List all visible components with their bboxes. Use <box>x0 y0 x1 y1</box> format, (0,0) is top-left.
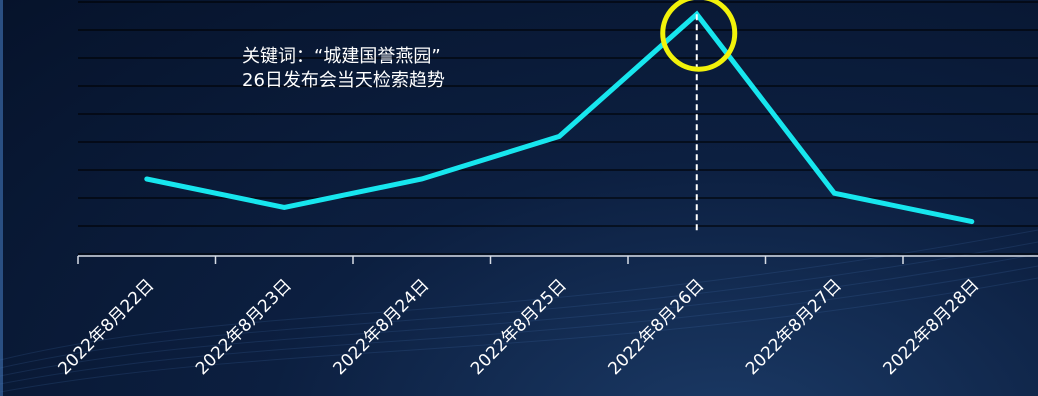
x-tick-label: 2022年8月28日 <box>880 275 984 379</box>
left-edge-bar <box>0 0 3 396</box>
chart-annotation: 关键词：“城建国誉燕园” 26日发布会当天检索趋势 <box>242 45 445 93</box>
x-tick-label: 2022年8月23日 <box>192 275 296 379</box>
series-line <box>144 10 975 225</box>
annotation-line-2: 26日发布会当天检索趋势 <box>242 70 445 91</box>
x-tick-label: 2022年8月27日 <box>742 275 846 379</box>
x-tick-label: 2022年8月25日 <box>467 275 571 379</box>
annotation-line-1: 关键词：“城建国誉燕园” <box>242 46 441 67</box>
x-tick-label: 2022年8月22日 <box>55 275 159 379</box>
x-tick-label: 2022年8月26日 <box>605 275 709 379</box>
highlight-circle <box>660 0 738 72</box>
x-tick-label: 2022年8月24日 <box>330 275 434 379</box>
